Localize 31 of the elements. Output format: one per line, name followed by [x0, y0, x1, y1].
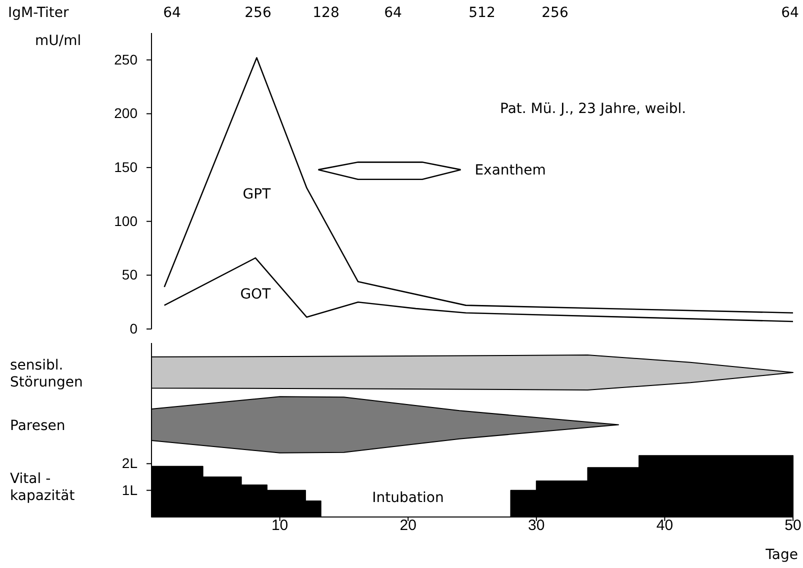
y-tick-label: 150	[114, 159, 138, 176]
text: 256	[244, 5, 272, 21]
text: 64	[163, 5, 181, 21]
y-tick-label: 50	[122, 266, 138, 283]
text: 512	[468, 5, 496, 21]
text: GPT	[242, 186, 272, 202]
annotation: Pat. Mü. J., 23 Jahre, weibl.	[500, 101, 686, 117]
annotation: Intubation	[372, 490, 444, 506]
x-tick-label: 20	[400, 517, 416, 534]
text: 256	[542, 5, 568, 21]
text: 128	[312, 5, 340, 21]
x-tick-label: 50	[784, 517, 802, 534]
y-tick-label: 250	[114, 51, 138, 68]
x-axis-title: Tage	[764, 547, 798, 563]
y-tick-label: 1L	[122, 482, 138, 498]
y-tick-label: 0	[130, 320, 138, 336]
series-label: Exanthem	[474, 162, 546, 179]
text: IgM-Titer	[8, 5, 69, 21]
y-tick-label: 200	[114, 105, 138, 122]
y-axis-title: Vital - kapazität	[10, 471, 76, 504]
x-tick-label: 40	[656, 517, 674, 534]
x-tick-label: 10	[271, 517, 288, 534]
text: sensibl. Störungen	[10, 358, 83, 390]
text: 64	[384, 5, 402, 21]
y-axis-title: mU/ml	[35, 33, 82, 49]
y-tick-label: 2L	[122, 455, 138, 472]
series-label: GOT	[240, 286, 272, 302]
text: Paresen	[10, 418, 66, 434]
text: 64	[781, 5, 799, 21]
x-tick-label: 30	[528, 517, 545, 534]
y-tick-label: 100	[114, 212, 138, 229]
